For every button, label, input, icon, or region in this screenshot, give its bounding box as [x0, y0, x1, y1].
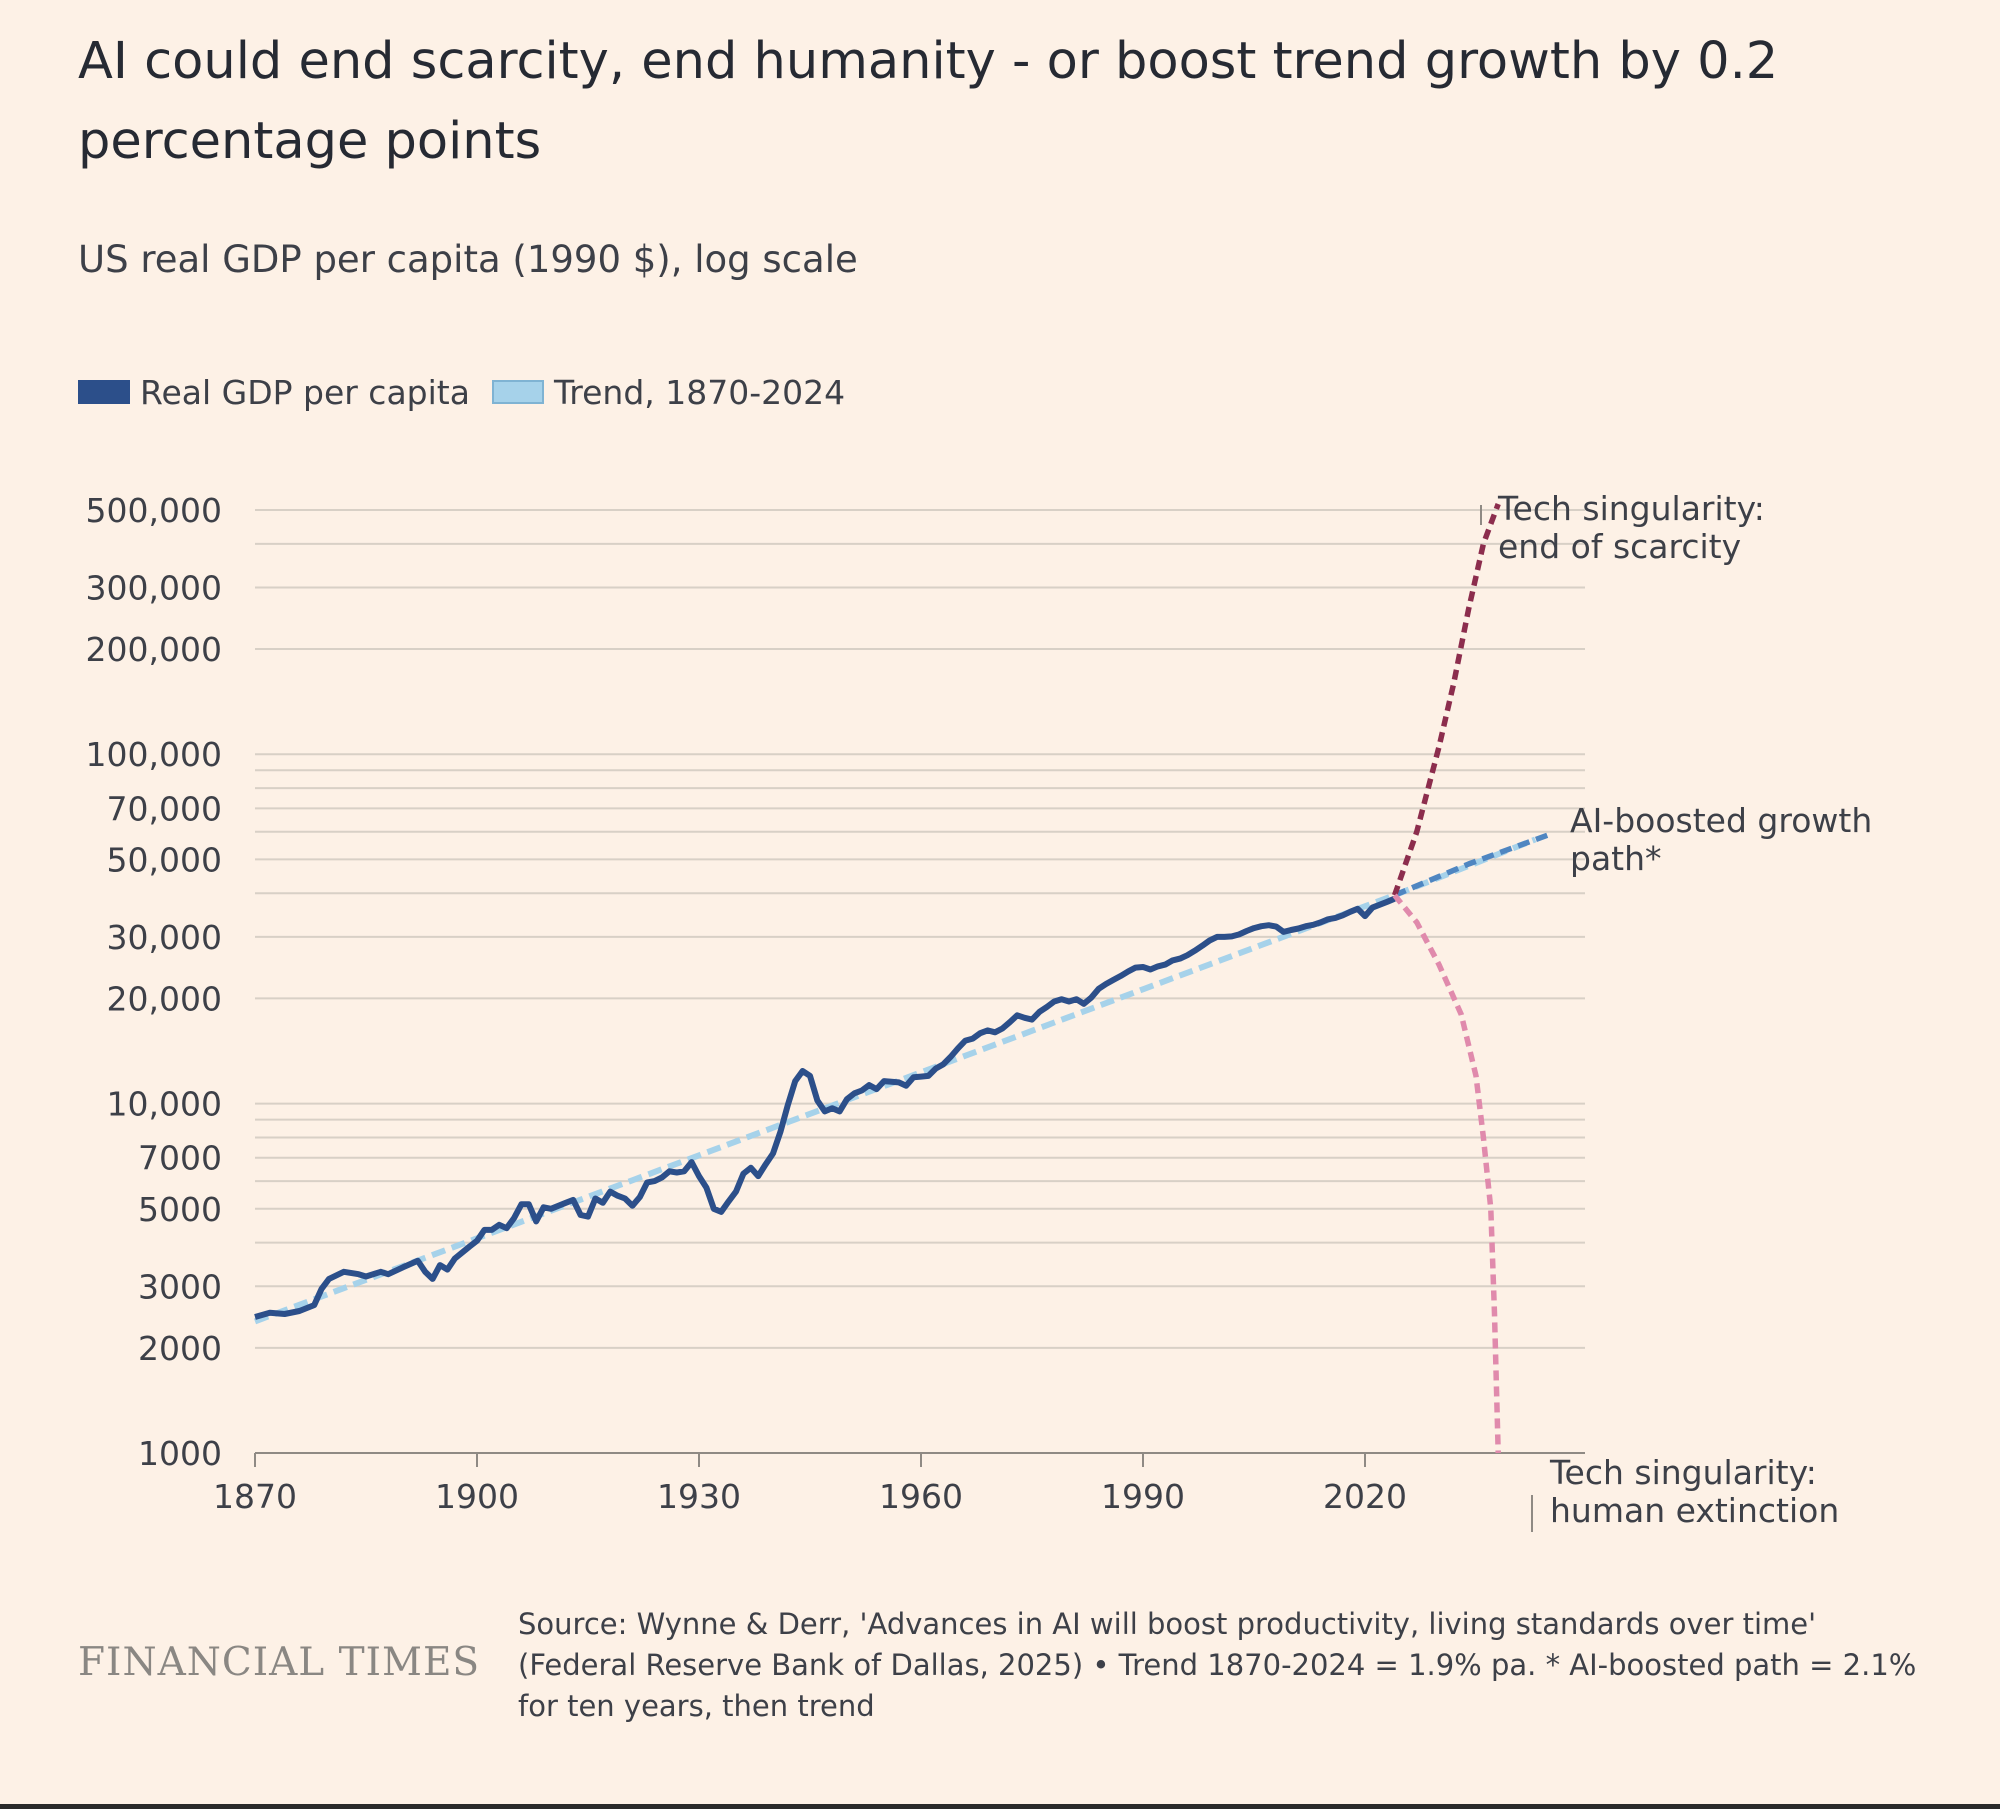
source-note: Source: Wynne & Derr, 'Advances in AI wi…: [518, 1607, 1917, 1723]
legend-swatch-trend: [491, 380, 544, 404]
y-tick-label: 7000: [138, 1139, 222, 1178]
chart-title: AI could end scarcity, end humanity - or…: [78, 32, 1779, 171]
x-tick-label: 1960: [879, 1477, 963, 1516]
series-lines: [253, 503, 1551, 1454]
y-tick-label: 20,000: [107, 979, 222, 1018]
y-tick-label: 30,000: [107, 918, 222, 957]
y-tick-label: 100,000: [86, 735, 222, 774]
y-tick-label: 1000: [138, 1434, 222, 1473]
x-tick-label: 1990: [1101, 1477, 1185, 1516]
annotation-ai-boosted-line: AI-boosted growth: [1570, 801, 1872, 840]
x-tick-label: 2020: [1323, 1477, 1407, 1516]
end-of-scarcity-line: [1392, 503, 1501, 897]
trend-line: [253, 836, 1537, 1325]
y-tick-label: 10,000: [107, 1085, 222, 1124]
annotation-end-of-scarcity-line: end of scarcity: [1498, 527, 1741, 566]
legend-label-trend: Trend, 1870-2024: [553, 372, 846, 412]
financial-times-logo: FINANCIAL TIMES: [78, 1640, 481, 1685]
x-tick-label: 1930: [657, 1477, 741, 1516]
line-chart: 500,000 300,000 200,000 100,000 70,000 50,000…: [86, 489, 1872, 1532]
annotation-human-extinction-line: Tech singularity:: [1549, 1453, 1817, 1492]
legend-item-real-gdp: Real GDP per capita: [78, 373, 470, 412]
real-gdp-line: [254, 895, 1396, 1320]
y-tick-label: 200,000: [86, 630, 222, 669]
y-tick-label: 300,000: [86, 569, 222, 608]
chart-subtitle: US real GDP per capita (1990 $), log sca…: [78, 238, 858, 281]
y-tick-label: 50,000: [107, 840, 222, 879]
y-tick-label: 70,000: [107, 789, 222, 828]
human-extinction-line: [1392, 893, 1501, 1454]
y-tick-label: 2000: [138, 1329, 222, 1368]
x-tick-label: 1870: [213, 1477, 297, 1516]
y-tick-label: 5000: [138, 1190, 222, 1229]
y-axis-tick-labels: 500,000 300,000 200,000 100,000 70,000 50,000…: [86, 491, 222, 1473]
legend: Real GDP per capita Trend, 1870-2024: [78, 370, 867, 414]
gridlines: [255, 509, 1585, 1349]
y-tick-label: 3000: [138, 1267, 222, 1306]
legend-swatch-real-gdp: [78, 380, 130, 404]
annotation-end-of-scarcity-line: Tech singularity:: [1497, 489, 1765, 528]
annotation-ai-boosted-line: path*: [1570, 839, 1662, 878]
legend-label-real-gdp: Real GDP per capita: [140, 372, 470, 412]
annotations: Tech singularity:end of scarcityAI-boost…: [1480, 489, 1872, 1532]
x-axis: 1870 1900 1930 1960 1990 2020: [213, 1452, 1585, 1516]
y-tick-label: 500,000: [86, 491, 222, 530]
ai-boosted-line: [1393, 831, 1551, 898]
x-tick-label: 1900: [435, 1477, 519, 1516]
annotation-human-extinction-line: human extinction: [1550, 1491, 1839, 1530]
legend-item-trend: Trend, 1870-2024: [491, 372, 846, 412]
bottom-rule: [0, 1804, 2000, 1809]
